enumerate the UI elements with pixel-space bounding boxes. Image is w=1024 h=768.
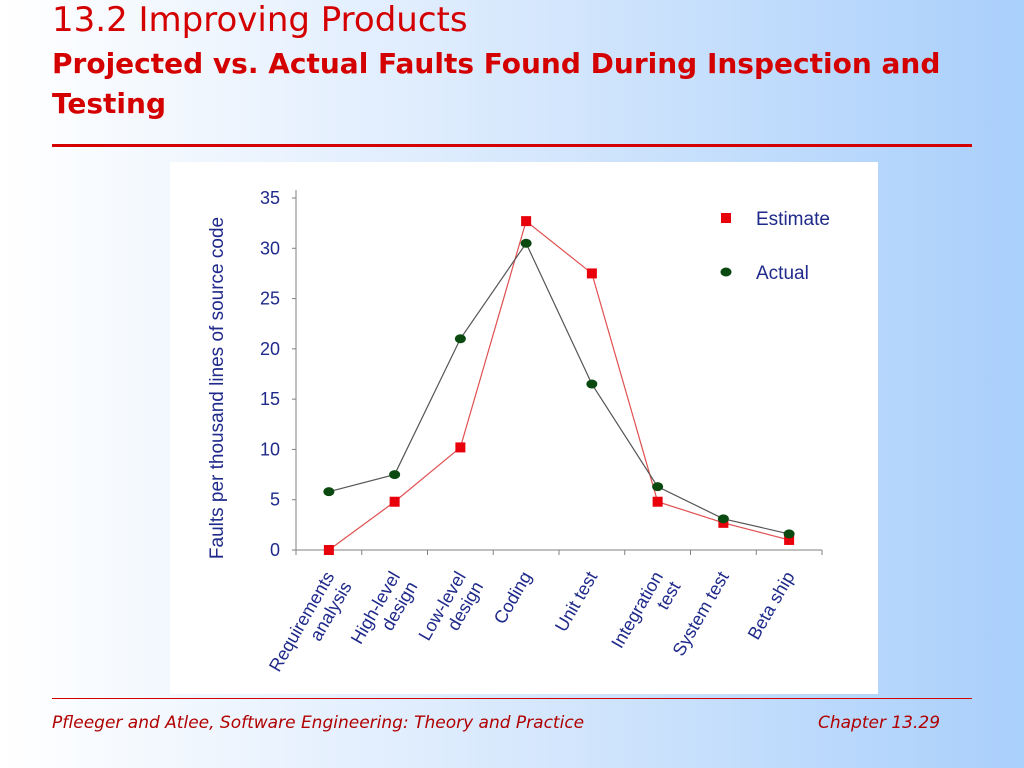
y-tick-label: 20 [260, 339, 280, 359]
point-estimate [389, 496, 400, 507]
footer-divider [52, 698, 972, 699]
chart-legend: Estimate Actual [720, 209, 830, 284]
y-tick-label: 25 [260, 289, 280, 309]
x-tick-label: Low-leveldesign [414, 568, 487, 654]
legend-marker-estimate [721, 213, 731, 223]
slide-subtitle: Projected vs. Actual Faults Found During… [52, 47, 941, 120]
legend-label-estimate: Estimate [756, 209, 830, 230]
point-estimate [323, 545, 334, 555]
point-estimate [784, 534, 795, 545]
series-line-actual [328, 242, 790, 535]
chart-axes: 0 5 10 15 20 25 30 35 RequirementsanalysisHigh-l… [260, 188, 823, 685]
series-line-estimate [328, 220, 790, 551]
chart-panel: 0 5 10 15 20 25 30 35 Requirementsanalysis High-l… [170, 162, 878, 694]
y-tick-label: 30 [260, 238, 280, 258]
title-divider [52, 144, 972, 147]
point-estimate [586, 268, 597, 279]
point-actual [783, 529, 795, 539]
legend-marker-actual [720, 267, 732, 277]
footer-citation: Pfleeger and Atlee, Software Engineering… [52, 713, 585, 733]
y-tick-label: 5 [270, 490, 280, 510]
point-actual [520, 238, 532, 248]
point-actual [323, 487, 335, 497]
x-tick-label: Unit test [551, 568, 601, 635]
faults-chart: 0 5 10 15 20 25 30 35 RequirementsanalysisHigh-l… [207, 188, 830, 685]
slide-title: 13.2 Improving Products [52, 0, 468, 40]
point-actual [389, 470, 401, 480]
point-estimate [455, 442, 466, 453]
x-tick-label: Beta ship [744, 568, 799, 643]
y-tick-label: 10 [260, 439, 280, 459]
y-tick-label: 0 [270, 540, 280, 560]
y-tick-label: 35 [260, 188, 280, 208]
x-tick-label: High-leveldesign [347, 568, 422, 657]
series-markers [323, 216, 795, 555]
point-estimate [521, 216, 532, 227]
x-tick-label: Requirementsanalysis [265, 568, 356, 685]
point-estimate [652, 496, 663, 507]
point-actual [717, 514, 729, 524]
series-lines [328, 220, 790, 551]
footer-chapter: Chapter 13.29 [818, 713, 941, 733]
y-axis-label: Faults per thousand lines of source code [207, 217, 228, 559]
point-actual [454, 334, 466, 344]
x-tick-label: System test [669, 568, 733, 659]
legend-label-actual: Actual [756, 263, 809, 284]
y-tick-label: 15 [260, 389, 280, 409]
point-actual [586, 379, 598, 389]
point-actual [652, 482, 664, 492]
x-tick-label: Coding [490, 568, 536, 627]
